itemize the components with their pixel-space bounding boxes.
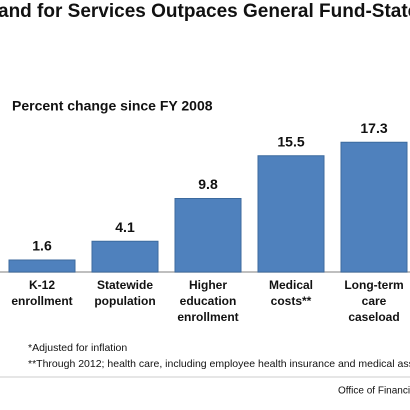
value-label: 9.8 <box>198 176 218 192</box>
value-label: 17.3 <box>360 120 387 136</box>
value-label: 1.6 <box>32 238 52 254</box>
value-label: 4.1 <box>115 219 135 235</box>
source: Office of Financia <box>338 386 410 397</box>
x-tick-label: costs** <box>271 294 312 308</box>
bar <box>174 198 242 273</box>
x-tick-label: Statewide <box>97 278 153 292</box>
footnote: **Through 2012; health care, including e… <box>28 358 410 370</box>
bar <box>8 259 76 273</box>
x-tick-label: population <box>94 294 155 308</box>
x-tick-label: education <box>180 294 237 308</box>
x-tick-label: caseload <box>348 310 399 324</box>
footnote: *Adjusted for inflation <box>28 342 127 354</box>
x-tick-label: Long-term <box>344 278 403 292</box>
x-tick-label: care <box>362 294 387 308</box>
x-tick-label: Medical <box>269 278 313 292</box>
x-tick-label: enrollment <box>177 310 238 324</box>
value-label: 15.5 <box>277 133 304 149</box>
chart-subtitle: Percent change since FY 2008 <box>12 98 213 114</box>
chart-title: and for Services Outpaces General Fund-S… <box>0 1 410 22</box>
x-tick-label: Higher <box>189 278 227 292</box>
bar <box>340 141 408 273</box>
x-tick-label: enrollment <box>11 294 72 308</box>
bar <box>91 240 159 273</box>
x-tick-label: K-12 <box>29 278 55 292</box>
bar <box>257 155 325 273</box>
